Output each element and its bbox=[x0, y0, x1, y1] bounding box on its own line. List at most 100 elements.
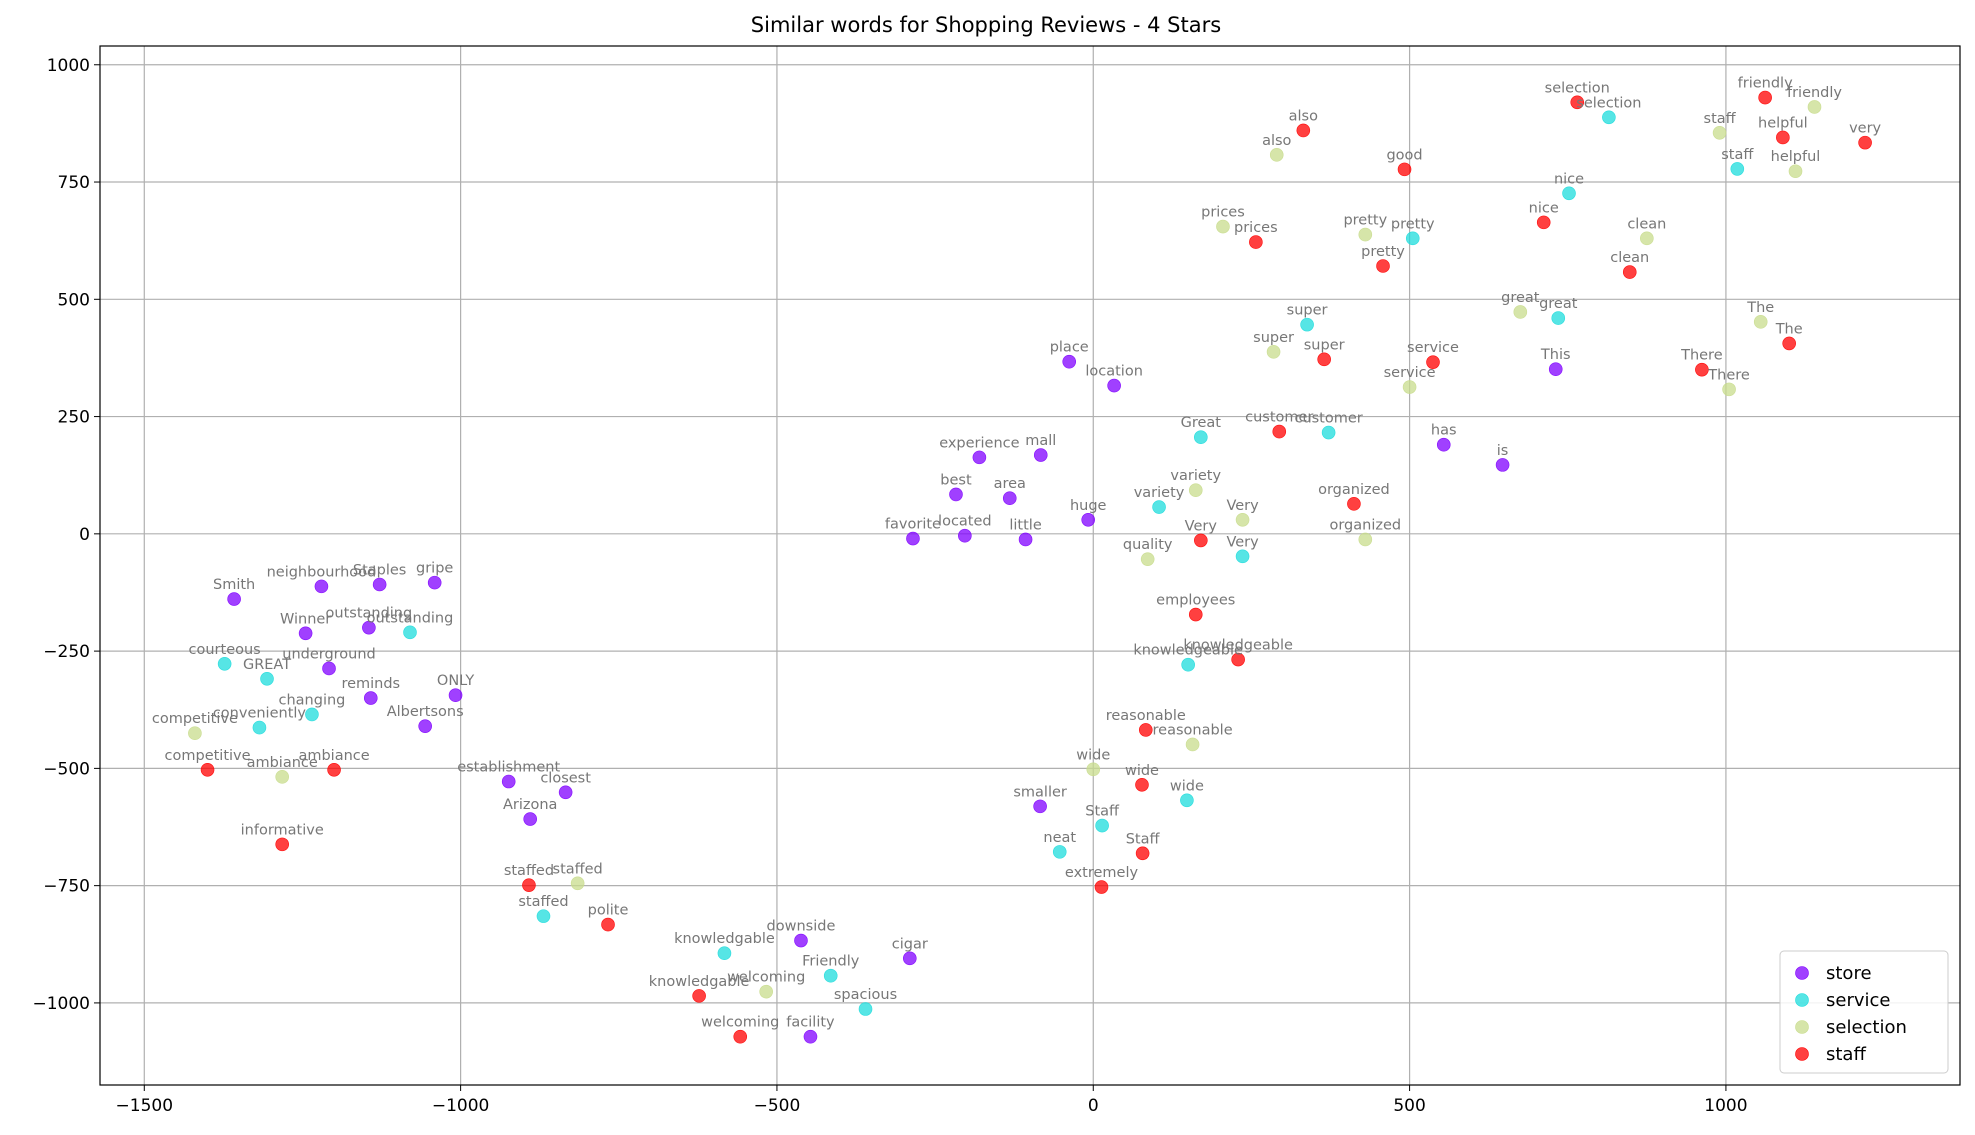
point-label: selection bbox=[1545, 80, 1610, 96]
point-label: friendly bbox=[1738, 76, 1793, 92]
y-tick-label: −750 bbox=[43, 877, 90, 897]
point-label: super bbox=[1287, 303, 1328, 319]
point-staff bbox=[1135, 777, 1149, 792]
point-label: Winner bbox=[280, 611, 331, 627]
point-label: customer bbox=[1245, 410, 1313, 426]
point-label: experience bbox=[939, 435, 1019, 451]
point-selection bbox=[570, 876, 585, 891]
point-label: service bbox=[1384, 365, 1436, 381]
point-staff bbox=[1570, 95, 1585, 110]
point-label: informative bbox=[241, 822, 324, 838]
point-store bbox=[794, 933, 808, 948]
point-service bbox=[1551, 311, 1566, 325]
point-selection bbox=[1185, 737, 1200, 752]
point-store bbox=[298, 626, 313, 641]
point-label: Albertsons bbox=[387, 704, 464, 720]
point-store bbox=[1062, 354, 1077, 369]
point-staff bbox=[327, 762, 341, 777]
point-selection bbox=[1402, 380, 1417, 394]
point-selection bbox=[1358, 227, 1373, 242]
point-store bbox=[523, 812, 538, 826]
x-tick-label: −1000 bbox=[432, 1096, 490, 1116]
point-store bbox=[372, 577, 387, 592]
point-label: courteous bbox=[189, 642, 261, 658]
point-staff bbox=[692, 989, 706, 1003]
legend-marker-service bbox=[1795, 993, 1809, 1007]
point-service bbox=[1152, 500, 1166, 514]
point-label: variety bbox=[1134, 485, 1185, 501]
legend-label-staff: staff bbox=[1826, 1044, 1866, 1065]
point-staff bbox=[1376, 259, 1390, 273]
point-store bbox=[1081, 512, 1096, 527]
point-selection bbox=[1235, 512, 1250, 527]
point-selection bbox=[1140, 552, 1155, 566]
point-label: friendly bbox=[1787, 85, 1842, 101]
point-label: polite bbox=[588, 903, 629, 919]
point-label: ONLY bbox=[437, 673, 474, 689]
point-service bbox=[1405, 231, 1420, 246]
point-staff bbox=[522, 878, 536, 892]
point-label: clean bbox=[1610, 250, 1649, 266]
point-label: customer bbox=[1294, 411, 1362, 427]
point-label: super bbox=[1304, 337, 1345, 353]
point-staff bbox=[1231, 652, 1245, 667]
point-service bbox=[1194, 430, 1208, 445]
point-service bbox=[1562, 186, 1576, 201]
point-service bbox=[305, 707, 319, 722]
point-store bbox=[1495, 458, 1510, 472]
point-selection bbox=[1266, 345, 1281, 359]
point-service bbox=[536, 909, 551, 923]
point-selection bbox=[1086, 762, 1101, 777]
point-label: also bbox=[1262, 133, 1291, 149]
point-selection bbox=[1269, 148, 1284, 162]
point-staff bbox=[733, 1029, 748, 1044]
point-label: prices bbox=[1234, 220, 1278, 236]
y-tick-label: 250 bbox=[58, 408, 90, 428]
point-label: pretty bbox=[1343, 213, 1387, 229]
point-label: wide bbox=[1170, 778, 1204, 794]
point-service bbox=[823, 968, 838, 983]
point-staff bbox=[1317, 352, 1331, 367]
point-staff bbox=[1135, 846, 1150, 861]
point-store bbox=[448, 688, 463, 702]
point-staff bbox=[601, 917, 615, 932]
point-label: organized bbox=[1318, 482, 1390, 498]
point-label: The bbox=[1775, 321, 1803, 337]
point-label: helpful bbox=[1758, 115, 1808, 131]
point-label: outstanding bbox=[367, 610, 454, 626]
point-staff bbox=[1138, 723, 1153, 737]
point-label: variety bbox=[1170, 468, 1221, 484]
point-label: Very bbox=[1226, 534, 1259, 550]
point-label: wide bbox=[1076, 747, 1110, 763]
point-store bbox=[1107, 378, 1121, 393]
point-store bbox=[501, 774, 516, 789]
point-label: reasonable bbox=[1153, 722, 1233, 738]
point-label: huge bbox=[1070, 498, 1107, 514]
point-label: staffed bbox=[504, 863, 554, 879]
point-staff bbox=[200, 762, 215, 777]
point-selection bbox=[1640, 231, 1654, 246]
x-tick-label: −500 bbox=[754, 1096, 801, 1116]
point-label: staff bbox=[1721, 147, 1754, 163]
point-label: competitive bbox=[165, 748, 251, 764]
point-selection bbox=[1753, 315, 1768, 329]
legend-label-selection: selection bbox=[1826, 1017, 1907, 1038]
point-label: wide bbox=[1125, 763, 1159, 779]
point-label: area bbox=[994, 476, 1026, 492]
point-label: prices bbox=[1201, 205, 1245, 221]
point-label: facility bbox=[786, 1015, 835, 1031]
point-staff bbox=[1296, 123, 1311, 138]
point-label: very bbox=[1849, 121, 1881, 137]
x-tick-label: 1000 bbox=[1704, 1096, 1747, 1116]
legend-label-service: service bbox=[1826, 990, 1890, 1011]
point-selection bbox=[1188, 483, 1203, 498]
point-label: GREAT bbox=[243, 657, 291, 673]
point-staff bbox=[1782, 336, 1796, 351]
y-tick-label: −500 bbox=[43, 759, 90, 779]
point-store bbox=[227, 592, 241, 606]
point-label: conveniently bbox=[213, 706, 307, 722]
point-label: spacious bbox=[834, 987, 897, 1003]
plot-frame bbox=[99, 45, 1961, 1086]
point-service bbox=[217, 656, 232, 671]
